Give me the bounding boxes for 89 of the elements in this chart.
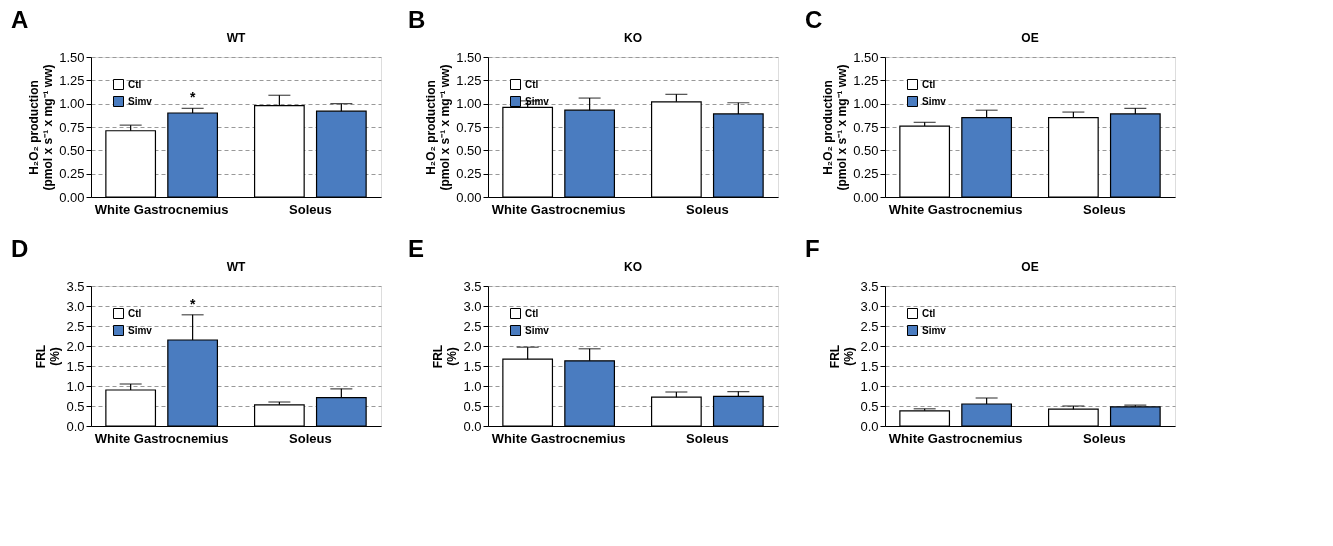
y-tick-label: 3.0 — [463, 298, 482, 314]
text: F — [805, 235, 820, 262]
y-tick-label: 1.0 — [463, 378, 482, 394]
annotation: * — [189, 89, 196, 106]
chart-title: KO — [624, 31, 642, 45]
y-tick-label: 1.0 — [66, 378, 85, 394]
y-axis-title: H₂O₂ production (pmol x s⁻¹ x mg⁻¹ ww) — [27, 64, 56, 191]
x-tick-label: White Gastrocnemius — [888, 430, 1023, 446]
y-tick-label: 0.50 — [853, 142, 879, 158]
y-tick-label: 0.50 — [456, 142, 482, 158]
chart-title: KO — [624, 260, 642, 274]
y-tick-label: 0.50 — [59, 142, 85, 158]
y-tick-label: 0.00 — [853, 189, 879, 205]
legend-label: Ctl — [922, 78, 936, 90]
legend-label: Ctl — [525, 307, 539, 319]
y-tick-label: 3.0 — [66, 298, 85, 314]
x-tick-label: Soleus — [686, 430, 729, 446]
y-tick-label: 0.5 — [860, 398, 879, 414]
x-tick-label: Soleus — [1083, 430, 1126, 446]
y-tick-label: 0.5 — [463, 398, 482, 414]
y-tick-label: 0.0 — [66, 418, 85, 434]
y-tick-label: 1.00 — [456, 96, 482, 112]
x-tick-label: Soleus — [289, 201, 332, 217]
y-tick-label: 0.25 — [853, 166, 879, 182]
y-tick-label: 3.5 — [66, 278, 85, 294]
legend-label: Ctl — [128, 307, 142, 319]
annotation: * — [189, 295, 196, 312]
x-tick-label: White Gastrocnemius — [94, 430, 229, 446]
x-tick-label: Soleus — [686, 201, 729, 217]
y-tick-label: 1.0 — [860, 378, 879, 394]
legend-label: Simv — [525, 95, 550, 107]
y-tick-label: 2.5 — [66, 318, 85, 334]
y-axis-title: H₂O₂ production (pmol x s⁻¹ x mg⁻¹ ww) — [821, 64, 850, 191]
legend-label: Simv — [922, 95, 947, 107]
y-tick-label: 1.25 — [456, 72, 482, 88]
y-tick-label: 0.00 — [59, 189, 85, 205]
text: B — [408, 6, 426, 33]
y-tick-label: 0.75 — [456, 119, 482, 135]
y-tick-label: 2.0 — [66, 338, 85, 354]
legend-label: Ctl — [922, 307, 936, 319]
y-tick-label: 0.25 — [456, 166, 482, 182]
text: A — [11, 6, 29, 33]
y-tick-label: 1.50 — [59, 49, 85, 65]
text: E — [408, 235, 425, 262]
y-axis-title: FRL (%) — [34, 344, 63, 369]
y-axis-title: FRL (%) — [431, 344, 460, 369]
x-tick-label: Soleus — [289, 430, 332, 446]
y-tick-label: 3.0 — [860, 298, 879, 314]
x-tick-label: White Gastrocnemius — [491, 430, 626, 446]
legend-label: Ctl — [525, 78, 539, 90]
y-tick-label: 1.00 — [59, 96, 85, 112]
chart-title: OE — [1021, 260, 1039, 274]
y-tick-label: 1.00 — [853, 96, 879, 112]
y-tick-label: 0.0 — [463, 418, 482, 434]
x-tick-label: White Gastrocnemius — [491, 201, 626, 217]
y-axis-title: H₂O₂ production (pmol x s⁻¹ x mg⁻¹ ww) — [424, 64, 453, 191]
y-tick-label: 1.25 — [59, 72, 85, 88]
y-tick-label: 1.25 — [853, 72, 879, 88]
legend-label: Simv — [525, 324, 550, 336]
legend-label: Simv — [922, 324, 947, 336]
y-tick-label: 0.25 — [59, 166, 85, 182]
y-tick-label: 2.5 — [463, 318, 482, 334]
y-tick-label: 2.0 — [463, 338, 482, 354]
y-tick-label: 2.0 — [860, 338, 879, 354]
y-tick-label: 1.5 — [66, 358, 85, 374]
chart-title: OE — [1021, 31, 1039, 45]
y-tick-label: 0.5 — [66, 398, 85, 414]
y-tick-label: 3.5 — [860, 278, 879, 294]
y-tick-label: 3.5 — [463, 278, 482, 294]
y-tick-label: 0.00 — [456, 189, 482, 205]
x-tick-label: White Gastrocnemius — [94, 201, 229, 217]
y-tick-label: 0.75 — [59, 119, 85, 135]
y-tick-label: 1.5 — [860, 358, 879, 374]
legend-label: Simv — [128, 324, 153, 336]
chart-title: WT — [226, 260, 246, 274]
x-tick-label: Soleus — [1083, 201, 1126, 217]
y-tick-label: 0.75 — [853, 119, 879, 135]
text: D — [11, 235, 29, 262]
y-tick-label: 1.50 — [853, 49, 879, 65]
y-axis-title: FRL (%) — [828, 344, 857, 369]
y-tick-label: 0.0 — [860, 418, 879, 434]
text: C — [805, 6, 823, 33]
y-tick-label: 2.5 — [860, 318, 879, 334]
legend-label: Ctl — [128, 78, 142, 90]
x-tick-label: White Gastrocnemius — [888, 201, 1023, 217]
y-tick-label: 1.50 — [456, 49, 482, 65]
y-tick-label: 1.5 — [463, 358, 482, 374]
chart-title: WT — [226, 31, 246, 45]
legend-label: Simv — [128, 95, 153, 107]
